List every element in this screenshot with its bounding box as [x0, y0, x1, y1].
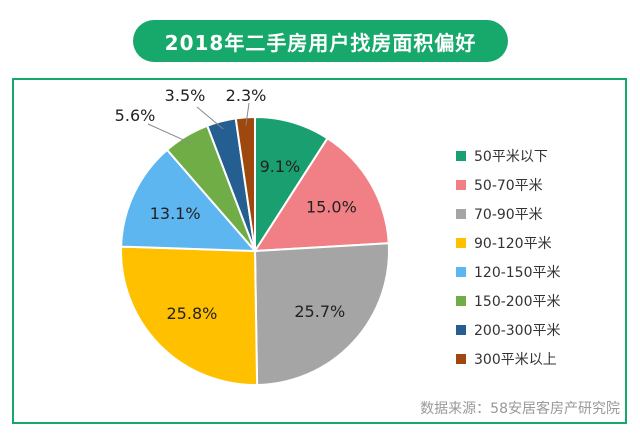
- leader-line-6: [147, 123, 191, 144]
- leader-line-7: [196, 106, 224, 130]
- legend-label: 150-200平米: [474, 293, 561, 310]
- slice-label-4: 25.8%: [167, 304, 218, 323]
- legend-swatch: [456, 150, 466, 161]
- pie-slice-5: [120, 148, 258, 253]
- legend-label: 120-150平米: [474, 264, 561, 281]
- legend-item-5: 120-150平米: [456, 257, 561, 286]
- legend-swatch: [456, 179, 466, 190]
- legend-swatch: [456, 237, 466, 248]
- legend-item-6: 150-200平米: [456, 286, 561, 315]
- legend-item-1: 50平米以下: [456, 141, 561, 170]
- legend-item-7: 200-300平米: [456, 315, 561, 344]
- leader-line-8: [245, 102, 250, 126]
- slice-label-3: 25.7%: [294, 302, 345, 321]
- pie-slice-2: [253, 136, 390, 253]
- legend-label: 300平米以上: [474, 351, 557, 368]
- legend-label: 50平米以下: [474, 148, 548, 165]
- chart-title: 2018年二手房用户找房面积偏好: [133, 20, 508, 62]
- legend-label: 70-90平米: [474, 206, 543, 223]
- legend-label: 90-120平米: [474, 235, 552, 252]
- slice-label-2: 15.0%: [306, 197, 357, 216]
- pie-slice-4: [120, 245, 259, 386]
- chart-legend: 50平米以下 50-70平米 70-90平米 90-120平米 120-150平米 150…: [456, 141, 561, 373]
- chart-frame: [12, 78, 627, 424]
- pie-slice-3: [253, 242, 390, 386]
- legend-swatch: [456, 266, 466, 277]
- legend-item-3: 70-90平米: [456, 199, 561, 228]
- legend-swatch: [456, 324, 466, 335]
- legend-swatch: [456, 208, 466, 219]
- slice-label-8: 2.3%: [226, 86, 267, 105]
- legend-label: 50-70平米: [474, 177, 543, 194]
- legend-item-4: 90-120平米: [456, 228, 561, 257]
- pie-slice-8: [234, 115, 256, 252]
- slice-label-5: 13.1%: [150, 204, 201, 223]
- legend-swatch: [456, 353, 466, 364]
- slice-label-6: 5.6%: [115, 106, 156, 125]
- legend-label: 200-300平米: [474, 322, 561, 339]
- legend-item-8: 300平米以上: [456, 344, 561, 373]
- legend-swatch: [456, 295, 466, 306]
- slice-label-7: 3.5%: [165, 86, 206, 105]
- slice-label-1: 9.1%: [260, 157, 301, 176]
- legend-item-2: 50-70平米: [456, 170, 561, 199]
- data-source: 数据来源：58安居客房产研究院: [420, 401, 620, 417]
